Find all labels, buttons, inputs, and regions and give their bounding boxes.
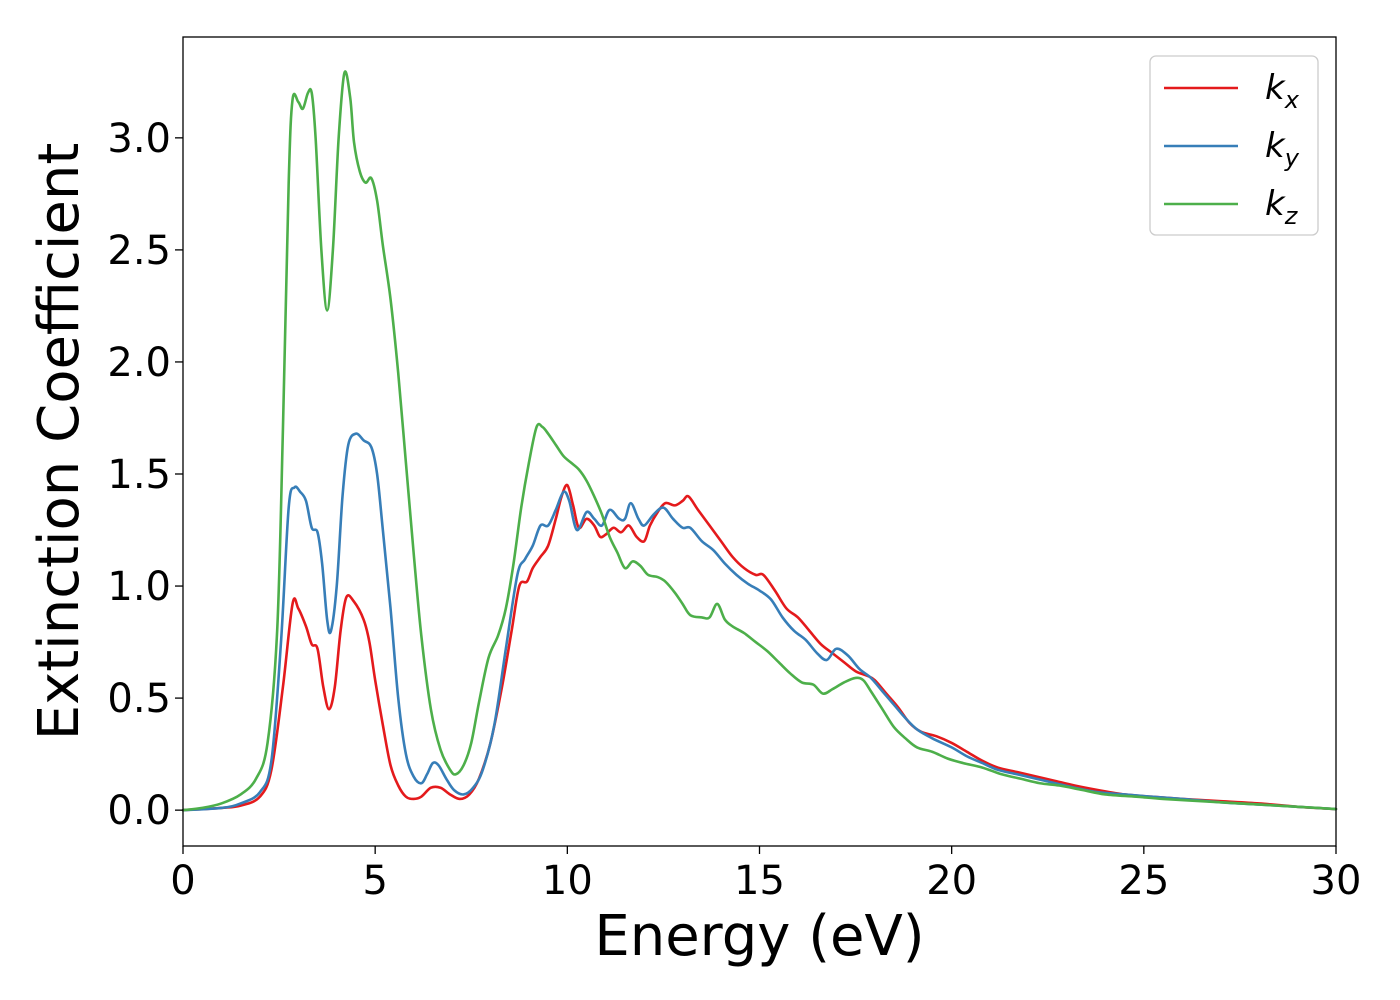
x-axis-label: Energy (eV) <box>594 904 924 969</box>
x-tick-label: 15 <box>734 858 785 904</box>
series-line-z <box>181 70 1338 812</box>
series-layer <box>181 70 1338 812</box>
y-tick-label: 0.0 <box>107 788 171 834</box>
ticks-layer: 0 5 10 15 20 25 30 0.0 0.5 1.0 1.5 2.0 2.5 3.0 <box>107 116 1361 904</box>
y-tick-label: 0.5 <box>107 676 171 722</box>
series-line-y <box>181 432 1338 812</box>
y-tick-label: 3.0 <box>107 116 171 162</box>
y-axis-label: Extinction Coefficient <box>27 143 92 741</box>
x-tick-label: 25 <box>1118 858 1169 904</box>
y-tick-label: 2.5 <box>107 228 171 274</box>
x-tick-label: 5 <box>362 858 387 904</box>
x-tick-label: 0 <box>170 858 195 904</box>
x-tick-label: 30 <box>1311 858 1362 904</box>
y-tick-label: 1.5 <box>107 452 171 498</box>
x-tick-label: 20 <box>926 858 977 904</box>
x-tick-label: 10 <box>542 858 593 904</box>
y-tick-label: 1.0 <box>107 564 171 610</box>
y-tick-label: 2.0 <box>107 340 171 386</box>
